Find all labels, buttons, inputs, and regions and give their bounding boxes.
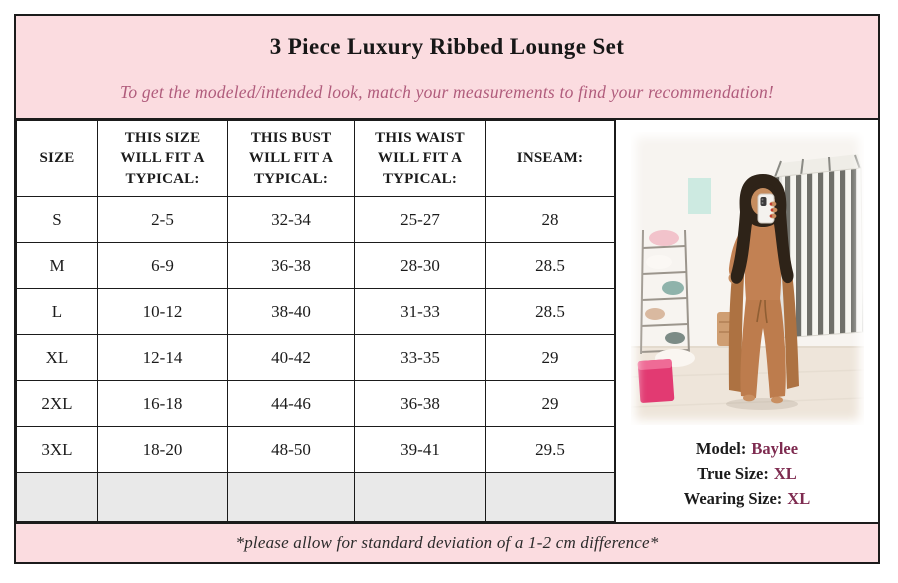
- table-cell: 16-18: [97, 380, 228, 427]
- model-photo: [630, 132, 864, 425]
- empty-row: [16, 472, 615, 522]
- true-size-label: True Size:: [697, 463, 769, 483]
- col-header-size: SIZE: [16, 120, 98, 197]
- empty-cell: [227, 472, 355, 522]
- model-name-line: Model: Baylee: [684, 437, 810, 462]
- card-footer: *please allow for standard deviation of …: [16, 522, 878, 562]
- table-cell: XL: [16, 334, 98, 381]
- table-cell: 28: [485, 196, 615, 243]
- table-cell: 29.5: [485, 426, 615, 473]
- table-cell: 40-42: [227, 334, 355, 381]
- table-cell: 28.5: [485, 288, 615, 335]
- table-cell: 33-35: [354, 334, 486, 381]
- size-chart-card: 3 Piece Luxury Ribbed Lounge Set To get …: [14, 14, 880, 564]
- table-cell: M: [16, 242, 98, 289]
- table-header-row: SIZE THIS SIZE WILL FIT A TYPICAL: THIS …: [16, 120, 615, 197]
- table-row-s: S 2-5 32-34 25-27 28: [16, 196, 615, 243]
- table-cell: S: [16, 196, 98, 243]
- table-cell: L: [16, 288, 98, 335]
- model-label: Model:: [695, 439, 747, 458]
- table-row-3xl: 3XL 18-20 48-50 39-41 29.5: [16, 426, 615, 473]
- col-header-waist: THIS WAIST WILL FIT A TYPICAL:: [354, 120, 486, 197]
- table-cell: 6-9: [97, 242, 228, 289]
- table-cell: 36-38: [354, 380, 486, 427]
- size-chart-table: SIZE THIS SIZE WILL FIT A TYPICAL: THIS …: [16, 120, 615, 522]
- col-header-bust: THIS BUST WILL FIT A TYPICAL:: [227, 120, 355, 197]
- footnote: *please allow for standard deviation of …: [235, 533, 659, 552]
- true-size-line: True Size: XL: [684, 462, 810, 487]
- page-title: 3 Piece Luxury Ribbed Lounge Set: [269, 33, 625, 59]
- col-header-inseam: INSEAM:: [485, 120, 615, 197]
- table-cell: 12-14: [97, 334, 228, 381]
- table-cell: 44-46: [227, 380, 355, 427]
- table-cell: 39-41: [354, 426, 486, 473]
- model-name-value: Baylee: [751, 439, 799, 458]
- rack-shape: [639, 229, 690, 355]
- model-photo-panel: Model: Baylee True Size: XL Wearing Size: X…: [615, 120, 878, 522]
- table-cell: 36-38: [227, 242, 355, 289]
- wearing-size-value: XL: [787, 488, 811, 508]
- true-size-value: XL: [773, 463, 797, 483]
- empty-cell: [354, 472, 486, 522]
- table-cell: 2XL: [16, 380, 98, 427]
- table-cell: 10-12: [97, 288, 228, 335]
- model-figure-shape: [728, 174, 799, 404]
- table-cell: 28.5: [485, 242, 615, 289]
- table-row-2xl: 2XL 16-18 44-46 36-38 29: [16, 380, 615, 427]
- model-photo-illustration: [630, 132, 864, 425]
- table-cell: 32-34: [227, 196, 355, 243]
- wearing-size-line: Wearing Size: XL: [684, 487, 810, 512]
- main-content: SIZE THIS SIZE WILL FIT A TYPICAL: THIS …: [16, 118, 878, 522]
- empty-cell: [97, 472, 228, 522]
- table-cell: 29: [485, 334, 615, 381]
- model-info: Model: Baylee True Size: XL Wearing Size: X…: [684, 437, 810, 511]
- table-cell: 18-20: [97, 426, 228, 473]
- poster-shape: [687, 178, 711, 214]
- table-cell: 31-33: [354, 288, 486, 335]
- table-row-m: M 6-9 36-38 28-30 28.5: [16, 242, 615, 289]
- wearing-size-label: Wearing Size:: [683, 488, 783, 508]
- table-cell: 3XL: [16, 426, 98, 473]
- table-cell: 2-5: [97, 196, 228, 243]
- table-row-xl: XL 12-14 40-42 33-35 29: [16, 334, 615, 381]
- empty-cell: [16, 472, 98, 522]
- table-cell: 28-30: [354, 242, 486, 289]
- card-header: 3 Piece Luxury Ribbed Lounge Set To get …: [16, 16, 878, 118]
- table-cell: 48-50: [227, 426, 355, 473]
- empty-cell: [485, 472, 615, 522]
- subtitle: To get the modeled/intended look, match …: [120, 81, 774, 102]
- table-cell: 25-27: [354, 196, 486, 243]
- table-row-l: L 10-12 38-40 31-33 28.5: [16, 288, 615, 335]
- table-cell: 29: [485, 380, 615, 427]
- col-header-fit-size: THIS SIZE WILL FIT A TYPICAL:: [97, 120, 228, 197]
- table-cell: 38-40: [227, 288, 355, 335]
